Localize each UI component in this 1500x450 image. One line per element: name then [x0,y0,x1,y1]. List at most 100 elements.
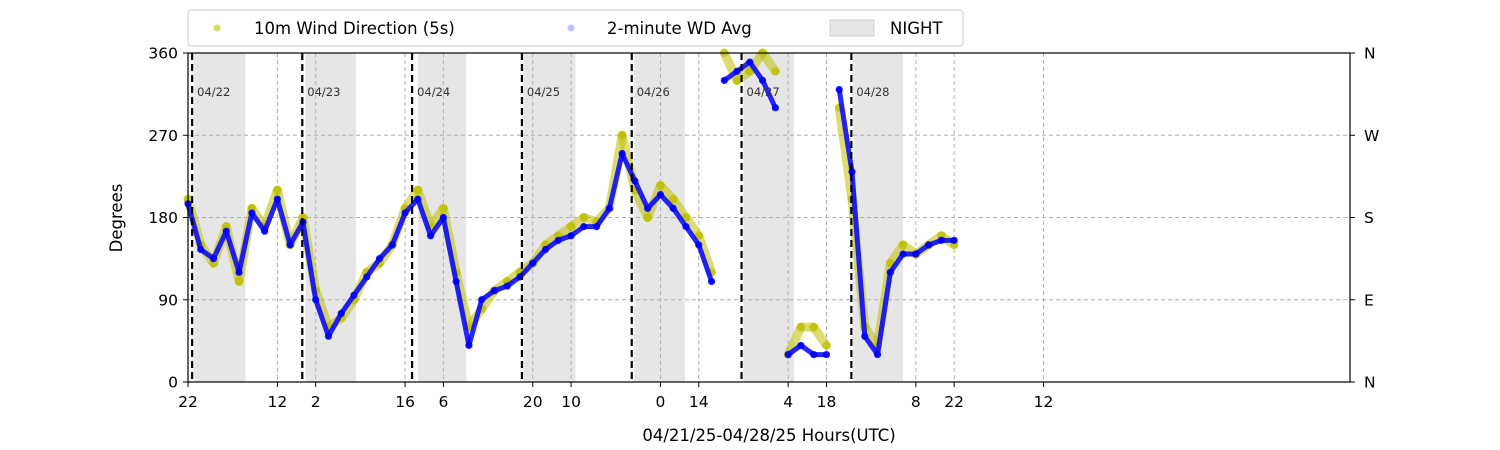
series-0-point-48 [796,323,805,332]
day-label-1: 04/23 [307,85,340,99]
series-layer [183,48,959,360]
series-1-point-53 [861,332,869,340]
series-1-segment-11 [325,310,344,339]
series-1-segment-7 [274,196,293,248]
series-1-point-4 [235,268,243,276]
series-1-segment-53 [862,333,881,358]
series-1 [184,58,958,359]
y-axis-right: N E S W N [1350,45,1379,392]
x-tick-label-8: 14 [689,393,709,411]
day-label-4: 04/26 [637,85,670,99]
series-1-segment-19 [428,215,446,239]
series-1-segment-54 [875,269,893,358]
series-0-point-49 [809,323,818,332]
series-1-point-37 [656,191,665,199]
series-1-segment-35 [632,178,651,211]
series-1-point-18 [414,195,422,203]
series-0-point-46 [771,67,780,76]
series-0-point-43 [733,76,742,85]
series-1-point-60 [950,236,958,244]
series-1-segment-33 [606,151,625,211]
series-0-point-4 [235,277,244,286]
day-label-0: 04/22 [197,85,230,99]
series-0-point-50 [822,341,831,350]
series-1-point-48 [797,341,805,350]
series-1-point-8 [286,241,294,249]
legend: 10m Wind Direction (5s) 2-minute WD Avg … [187,9,964,47]
series-1-segment-20 [440,215,459,284]
series-1-point-58 [925,241,933,249]
x-tick-label-5: 20 [523,393,543,411]
series-1-segment-22 [466,297,485,348]
series-0-point-36 [643,213,652,222]
y-axis-title: Degrees [107,184,126,253]
series-1-segment-4 [236,210,255,275]
series-0-segment-10 [311,286,333,332]
series-1-point-46 [771,104,779,112]
x-tick-label-2: 2 [311,393,321,411]
series-1-point-7 [273,195,281,203]
series-1-point-1 [197,245,205,254]
series-1-segment-0 [185,201,204,252]
y-tick-label-4: 360 [148,45,178,63]
series-1-point-52 [848,168,856,176]
series-1-point-12 [337,309,345,318]
x-tick-label-12: 22 [944,393,964,411]
series-1-segment-3 [223,228,242,275]
series-1-point-17 [401,209,409,217]
x-tick-label-3: 16 [395,393,415,411]
series-1-point-5 [248,209,256,217]
series-1-segment-16 [389,210,408,248]
day-label-3: 04/25 [527,85,560,99]
x-axis: 22 12 2 16 6 20 10 0 14 4 18 8 22 12 [178,382,1053,411]
legend-marker-wind-5s [213,24,221,32]
series-1-point-50 [822,350,831,359]
y-right-tick-label-1: E [1364,291,1374,309]
series-1-point-20 [439,213,447,222]
series-1-point-30 [567,232,575,240]
series-0-segment-51 [834,103,857,204]
series-1-point-29 [554,236,562,244]
series-1-segment-40 [696,242,715,284]
series-1-point-3 [222,227,230,235]
series-1-segment-38 [670,205,689,230]
legend-label-wind-5s: 10m Wind Direction (5s) [254,19,455,38]
series-1-point-38 [669,204,677,212]
series-1-point-32 [593,223,601,231]
legend-marker-night [829,19,875,37]
series-1-point-47 [784,350,792,359]
series-1-point-44 [746,58,754,66]
series-1-point-13 [350,291,358,299]
day-label-2: 04/24 [417,85,450,99]
series-1-point-36 [644,204,652,212]
series-1-point-49 [810,350,818,359]
series-1-point-33 [605,204,613,212]
series-1-point-15 [375,255,384,263]
series-1-point-43 [733,67,741,75]
series-0-point-30 [567,222,576,231]
x-tick-label-4: 6 [438,393,448,411]
series-1-segment-6 [262,196,280,234]
series-1-segment-8 [287,219,306,248]
series-1-segment-12 [338,292,357,316]
series-0-point-34 [618,131,627,140]
series-1-point-55 [886,268,894,276]
x-tick-label-1: 12 [268,393,288,411]
y-tick-label-1: 90 [158,291,178,309]
x-tick-label-6: 10 [561,393,581,411]
series-1-point-10 [312,296,320,304]
series-1-point-27 [529,259,537,267]
series-1-segment-21 [453,278,472,348]
series-0-point-37 [656,181,665,190]
x-tick-label-0: 22 [178,393,198,411]
legend-marker-wd-avg [567,24,575,32]
day-label-6: 04/28 [856,85,889,99]
series-0-point-18 [413,186,422,195]
y-right-tick-label-2: S [1364,209,1374,227]
y-right-tick-label-3: W [1364,127,1379,145]
series-1-segment-44 [747,59,766,83]
x-tick-label-10: 18 [817,393,837,411]
series-1-segment-9 [300,219,319,303]
series-1-segment-14 [364,256,383,280]
